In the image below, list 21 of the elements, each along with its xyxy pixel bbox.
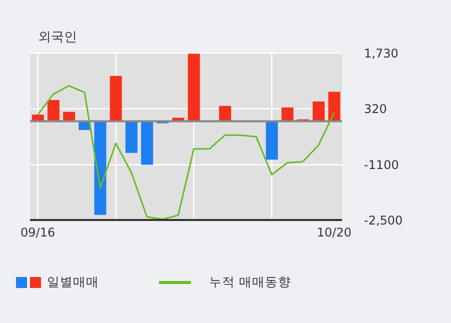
bar [94, 121, 106, 215]
legend-label: 일별매매 [47, 274, 99, 291]
y-tick-label: 1,730 [364, 46, 398, 60]
y-tick-label: 320 [364, 102, 387, 116]
y-tick-label: -2,500 [364, 213, 403, 228]
bar [188, 54, 200, 122]
bar [219, 106, 232, 122]
line-series [37, 85, 335, 220]
y-tick-label: -1100 [364, 158, 399, 172]
x-tick-label: 10/20 [316, 226, 352, 240]
bar [47, 100, 60, 122]
legend-label: 누적 매매동향 [209, 274, 291, 291]
bar [141, 121, 154, 165]
bar [125, 121, 138, 153]
chart-title: 외국인 [38, 29, 77, 46]
bar [110, 76, 122, 122]
x-tick-label: 09/16 [20, 226, 56, 240]
bar [328, 92, 340, 122]
bar [281, 107, 294, 122]
bar [266, 121, 278, 160]
bar [312, 102, 325, 122]
